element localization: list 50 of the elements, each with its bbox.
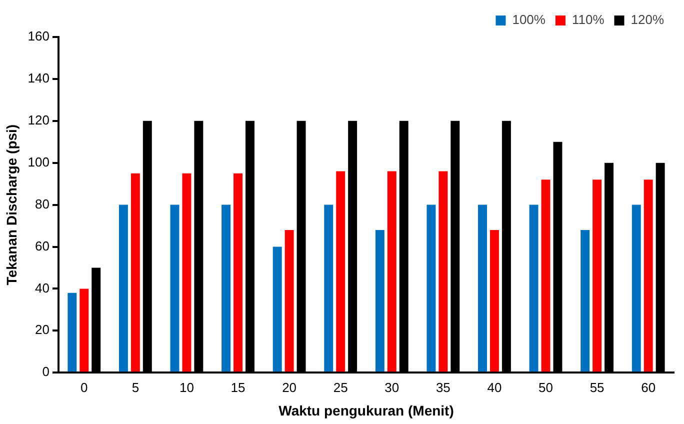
bar xyxy=(182,173,192,372)
x-tick-label: 40 xyxy=(487,380,502,395)
bar xyxy=(130,173,140,372)
x-tick-label: 10 xyxy=(179,380,194,395)
bar xyxy=(580,230,590,372)
bar xyxy=(387,171,396,372)
bar xyxy=(490,230,499,372)
y-tick-label: 60 xyxy=(35,238,50,254)
legend-label: 110% xyxy=(572,12,605,28)
legend-label: 100% xyxy=(512,12,546,28)
x-tick-label: 35 xyxy=(436,380,450,395)
x-tick-label: 5 xyxy=(132,380,140,395)
bar xyxy=(170,204,180,372)
bar xyxy=(541,180,550,372)
bar xyxy=(375,230,384,372)
bar xyxy=(336,171,346,372)
bar xyxy=(118,204,128,372)
y-tick-label: 100 xyxy=(28,154,50,170)
y-tick-label: 160 xyxy=(28,28,50,44)
bar xyxy=(284,230,294,372)
x-tick-label: 20 xyxy=(282,380,297,395)
bar xyxy=(234,173,242,372)
bar xyxy=(222,204,231,372)
x-tick-label: 30 xyxy=(384,380,400,395)
y-tick-label: 120 xyxy=(28,112,50,128)
bar xyxy=(592,180,602,372)
x-tick-label: 50 xyxy=(538,380,554,395)
bar xyxy=(272,246,282,372)
y-tick-label: 140 xyxy=(28,70,50,86)
y-axis-title: Tekanan Discharge (psi) xyxy=(3,124,20,286)
bar xyxy=(478,204,487,372)
x-axis-title: Waktu pengukuran (Menit) xyxy=(278,402,454,418)
legend-label: 120% xyxy=(630,12,664,28)
bar xyxy=(80,288,89,372)
bar xyxy=(632,204,641,372)
x-tick-label: 55 xyxy=(590,380,604,395)
x-tick-label: 15 xyxy=(230,380,246,395)
y-tick-label: 20 xyxy=(35,322,50,338)
bar xyxy=(529,204,538,372)
y-tick-label: 0 xyxy=(42,364,50,380)
bar xyxy=(644,180,653,372)
x-tick-label: 0 xyxy=(80,380,88,395)
bar xyxy=(68,292,77,372)
bar xyxy=(324,204,334,372)
x-tick-label: 60 xyxy=(641,380,656,395)
bar xyxy=(438,171,448,372)
y-tick-label: 80 xyxy=(35,196,50,212)
x-tick-label: 25 xyxy=(333,380,348,395)
bar xyxy=(426,204,436,372)
y-tick-label: 40 xyxy=(35,280,50,296)
